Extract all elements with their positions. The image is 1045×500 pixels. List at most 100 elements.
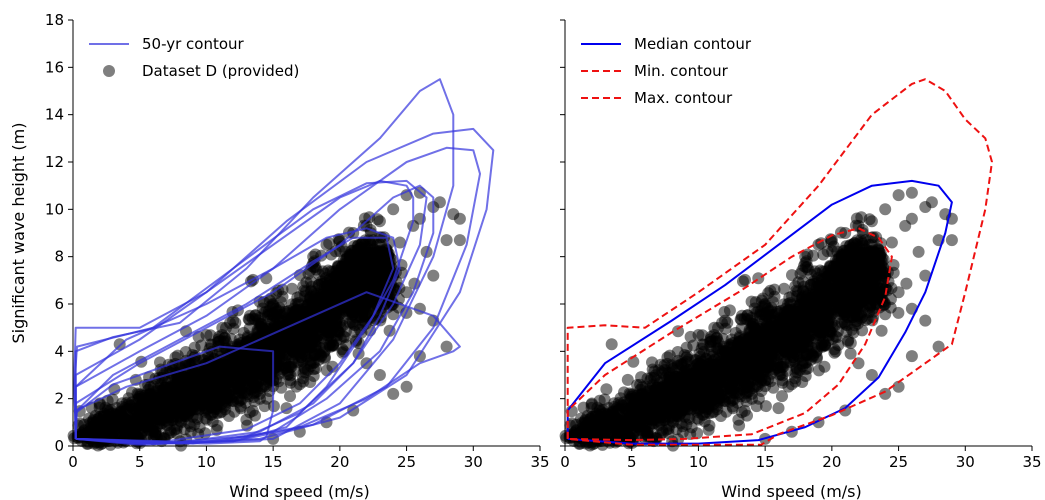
data-point (243, 357, 256, 370)
data-point (209, 397, 222, 409)
data-point (844, 347, 857, 360)
data-point (171, 349, 184, 362)
data-point (789, 375, 802, 388)
scatter-points (559, 186, 958, 452)
data-point (253, 311, 266, 324)
contour-line (74, 236, 395, 443)
data-point (301, 364, 314, 377)
data-point (373, 215, 386, 228)
data-point (247, 391, 260, 403)
data-point (198, 388, 211, 401)
data-point (453, 234, 466, 247)
y-axis-label: Significant wave height (m) (9, 123, 28, 344)
y-tick-label: 6 (54, 295, 64, 313)
data-point (284, 390, 296, 403)
data-point (676, 426, 689, 439)
y-tick-label: 0 (54, 437, 64, 455)
data-point (284, 376, 297, 389)
data-point (329, 308, 342, 321)
data-point (286, 282, 299, 295)
data-point (284, 361, 297, 374)
data-point (296, 327, 309, 340)
data-point (297, 375, 310, 388)
data-point (363, 300, 376, 313)
data-point (400, 380, 413, 393)
y-tick-label: 4 (54, 342, 64, 360)
data-point (322, 329, 334, 342)
data-point (287, 348, 300, 361)
data-point (166, 413, 179, 426)
data-point (280, 337, 293, 350)
y-tick-label: 8 (54, 248, 64, 266)
data-point (326, 360, 339, 373)
data-point (440, 234, 453, 247)
data-point (123, 420, 136, 433)
data-point (702, 423, 715, 436)
contour-line (74, 345, 275, 445)
data-point (363, 248, 376, 261)
x-tick-label: 10 (197, 453, 216, 471)
y-tick-label: 12 (45, 153, 64, 171)
data-point (354, 300, 367, 312)
data-point (367, 234, 380, 247)
legend-label: Dataset D (provided) (142, 62, 299, 80)
data-point (373, 369, 386, 381)
data-point (304, 290, 317, 303)
data-point (216, 329, 229, 341)
data-point (305, 340, 318, 353)
data-point (215, 405, 228, 418)
data-point (150, 430, 163, 443)
data-point (258, 369, 271, 381)
data-point (387, 387, 400, 400)
data-point (213, 383, 226, 396)
data-point (167, 381, 180, 393)
data-point (340, 305, 353, 318)
x-tick-label: 35 (530, 453, 549, 471)
x-tick-label: 0 (68, 453, 78, 471)
data-point (353, 245, 366, 258)
data-point (266, 308, 279, 321)
legend: 50-yr contour Dataset D (provided) (89, 35, 299, 80)
data-point (105, 429, 118, 442)
data-point (196, 375, 209, 388)
data-point (327, 293, 339, 306)
data-point (184, 426, 197, 439)
data-point (205, 408, 218, 421)
data-point (387, 203, 400, 216)
scatter-points (67, 186, 466, 452)
data-point (340, 253, 353, 265)
data-point (776, 376, 789, 389)
data-point (93, 401, 106, 414)
data-point (305, 280, 318, 293)
data-point (227, 314, 240, 327)
x-tick-label: 15 (264, 453, 283, 471)
data-point (318, 352, 331, 365)
x-tick-label: 20 (330, 453, 349, 471)
legend-label: 50-yr contour (142, 35, 245, 53)
data-point (810, 352, 823, 365)
data-point (453, 212, 466, 225)
data-point (247, 380, 260, 393)
data-point (165, 395, 178, 408)
data-point (158, 407, 171, 420)
data-point (243, 369, 256, 382)
data-point (355, 309, 368, 322)
data-point (358, 270, 370, 283)
data-point (126, 396, 139, 409)
y-tick-label: 18 (45, 11, 64, 29)
data-point (256, 380, 269, 393)
data-point (768, 283, 781, 296)
data-point (875, 324, 888, 337)
x-tick-label: 30 (464, 453, 483, 471)
data-point (146, 403, 159, 416)
data-point (180, 386, 193, 399)
data-point (134, 388, 147, 401)
data-point (195, 400, 207, 412)
data-point (249, 409, 261, 422)
data-point (330, 317, 343, 330)
data-point (106, 393, 119, 406)
data-point (427, 269, 440, 282)
data-point (109, 412, 122, 425)
